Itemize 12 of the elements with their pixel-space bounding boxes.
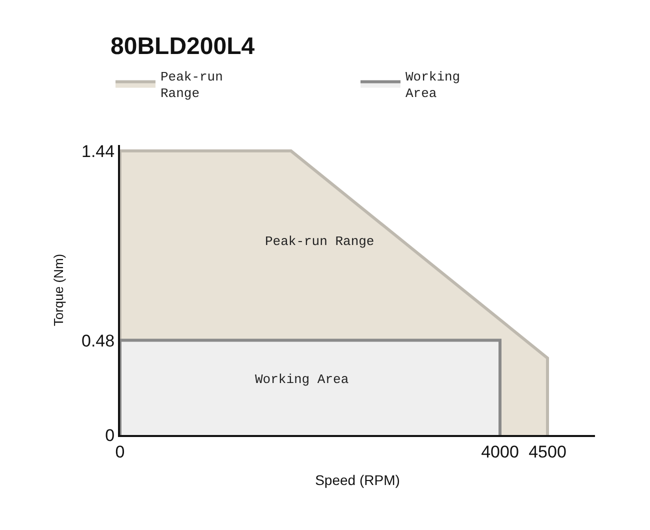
x-axis-title: Speed (RPM) [315, 472, 400, 488]
annotation: Peak-run Range [265, 234, 374, 249]
x-tick-label: 4500 [528, 442, 566, 462]
y-tick-label: 1.44 [82, 142, 115, 161]
legend-label: Peak-run Range [160, 69, 223, 102]
annotation: Working Area [255, 372, 349, 387]
chart-title: 80BLD200L4 [110, 32, 256, 60]
y-tick-label: 0 [105, 426, 115, 445]
y-tick-label: 0.48 [82, 331, 115, 350]
legend-label: Working Area [406, 69, 460, 102]
y-axis-title: Torque (Nm) [50, 254, 66, 326]
x-tick-label: 4000 [481, 442, 519, 462]
